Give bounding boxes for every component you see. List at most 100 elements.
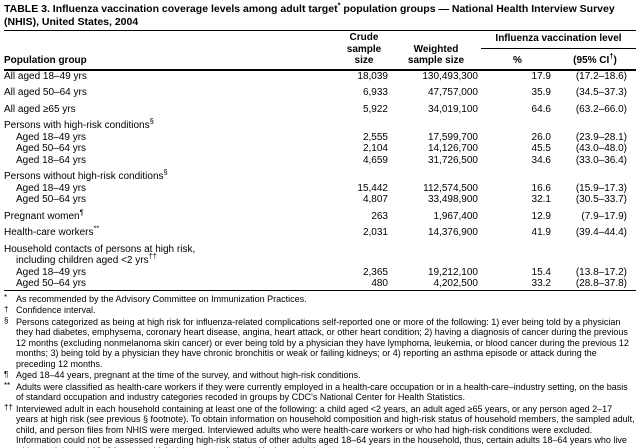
col-header-ci: (95% CI†) [554,48,636,71]
row-footnote-marker: § [149,116,154,126]
cell-crude-sample-size: 5,922 [362,103,388,115]
footnote-marker: † [4,304,9,314]
cell-percent: 33.2 [531,278,551,289]
cell-percent: 15.4 [531,266,551,278]
cell-percent: 35.9 [531,87,551,98]
footnote: † Confidence interval. [4,305,636,316]
table-header: Population group Crude sample size Weigh… [4,32,636,71]
cell-crude-sample-size: 263 [371,210,388,222]
cell-percent: 26.0 [531,131,551,143]
footnote: § Persons categorized as being at high ri… [4,316,636,370]
footnote-marker: ** [4,381,11,390]
cell-percent: 45.5 [531,143,551,154]
cell-crude-sample-size: 4,807 [362,194,388,205]
table-title: TABLE 3. Influenza vaccination coverage … [4,0,636,31]
row-label: Health-care workers** [4,223,100,238]
table-row: All aged 18–49 yrs 18,039 130,493,300 17.9 (… [4,70,636,83]
table-row: Aged 18–49 yrs 15,442 112,574,500 16.6 (15.9… [4,183,636,195]
row-label: Aged 50–64 yrs [16,278,87,289]
row-label: Aged 50–64 yrs [16,194,87,205]
footnotes: * As recommended by the Advisory Committe… [4,293,636,448]
cell-confidence-interval: (33.0–36.4) [575,154,627,166]
cell-confidence-interval: (13.8–17.2) [575,266,627,278]
cell-confidence-interval: (39.4–44.4) [575,227,627,238]
table-group-row: including children aged <2 yrs†† [4,252,636,267]
cell-confidence-interval: (34.5–37.3) [575,87,627,98]
footnote-marker: ¶ [4,369,9,379]
table-row: Aged 18–49 yrs 2,555 17,599,700 26.0 (23.9–2… [4,132,636,144]
cell-crude-sample-size: 2,031 [362,227,388,238]
cell-crude-sample-size: 2,104 [362,143,388,154]
row-filler [337,255,636,267]
row-label: Household contacts of persons at high ri… [4,243,196,255]
footnote: * As recommended by the Advisory Committe… [4,293,636,305]
row-label: Pregnant women¶ [4,207,84,222]
cell-crude-sample-size: 6,933 [362,87,388,98]
table-row: All aged 50–64 yrs 6,933 47,757,000 35.9 (34… [4,82,636,99]
table-row: Aged 50–64 yrs 4,807 33,498,900 32.1 (30.5–3… [4,194,636,206]
row-footnote-marker: ** [93,223,100,233]
footnote-text: Persons categorized as being at high ris… [16,316,629,369]
table-body: All aged 18–49 yrs 18,039 130,493,300 17.9 (… [4,70,636,291]
cell-weighted-sample-size: 47,757,000 [427,87,478,98]
row-label: All aged ≥65 yrs [4,103,76,115]
cell-weighted-sample-size: 1,967,400 [433,210,479,222]
col-header-influenza-vaccination-level: Influenza vaccination level [481,32,636,49]
col-header-population-group: Population group [4,32,337,71]
cell-percent: 12.9 [531,210,551,222]
cell-crude-sample-size: 18,039 [357,70,388,82]
row-label: Persons with high-risk conditions§ [4,116,154,131]
row-footnote-marker: ¶ [79,207,84,217]
footnote: ¶ Aged 18–44 years, pregnant at the time … [4,370,636,381]
cell-confidence-interval: (43.0–48.0) [575,143,627,154]
row-label: Aged 50–64 yrs [16,143,87,154]
table-row: Health-care workers** 2,031 14,376,900 41.9… [4,222,636,239]
table-row: Aged 50–64 yrs 480 4,202,500 33.2 (28.8–37.8… [4,278,636,290]
cell-percent: 34.6 [531,154,551,166]
title-footnote-marker: * [337,0,341,10]
cell-weighted-sample-size: 17,599,700 [427,131,478,143]
cell-crude-sample-size: 480 [371,278,388,289]
table-group-row: Persons with high-risk conditions§ [4,115,636,132]
cell-weighted-sample-size: 31,726,500 [427,154,478,166]
footnote-marker: § [4,316,9,325]
footnote-text: As recommended by the Advisory Committee… [16,293,307,304]
cell-confidence-interval: (63.2–66.0) [575,103,627,115]
vaccination-coverage-table: Population group Crude sample size Weigh… [4,32,636,291]
cell-weighted-sample-size: 14,376,900 [427,227,478,238]
footnote-marker: * [4,293,8,302]
row-label: Aged 18–49 yrs [16,266,87,278]
row-label: All aged 18–49 yrs [4,70,87,82]
col-header-weighted-sample-size: Weighted sample size [391,32,481,71]
table-row: Aged 18–64 yrs 4,659 31,726,500 34.6 (33.0–3… [4,155,636,167]
row-filler [337,115,636,132]
row-label: Aged 18–49 yrs [16,131,87,143]
cell-crude-sample-size: 2,365 [362,266,388,278]
title-text-cont: population groups — National Health Inte… [4,3,615,28]
table-row: Aged 18–49 yrs 2,365 19,212,100 15.4 (13.8–1… [4,267,636,279]
row-filler [337,239,636,256]
cell-weighted-sample-size: 4,202,500 [433,278,479,289]
footnote-text: Interviewed adult in each household cont… [16,403,635,448]
footnote: ** Adults were classified as health-care … [4,381,636,403]
table-row: All aged ≥65 yrs 5,922 34,019,100 64.6 (63.2… [4,99,636,116]
cell-crude-sample-size: 15,442 [357,182,388,194]
cell-weighted-sample-size: 14,126,700 [427,143,478,154]
cell-weighted-sample-size: 130,493,300 [422,70,478,82]
cell-confidence-interval: (17.2–18.6) [575,70,627,82]
table-group-row: Household contacts of persons at high ri… [4,239,636,256]
row-footnote-marker: § [163,167,168,177]
cell-confidence-interval: (15.9–17.3) [575,182,627,194]
col-header-crude-sample-size: Crude sample size [337,32,391,71]
cell-crude-sample-size: 4,659 [362,154,388,166]
row-label: All aged 50–64 yrs [4,87,87,98]
cell-percent: 32.1 [531,194,551,205]
footnote-text: Confidence interval. [16,305,96,315]
row-label: Persons without high-risk conditions§ [4,167,168,182]
table-row: Pregnant women¶ 263 1,967,400 12.9 (7.9–17.9… [4,206,636,223]
row-label: Aged 18–64 yrs [16,154,87,166]
footnote-marker: †† [4,403,13,412]
footnote: †† Interviewed adult in each household co… [4,403,636,448]
cell-weighted-sample-size: 112,574,500 [423,182,478,194]
